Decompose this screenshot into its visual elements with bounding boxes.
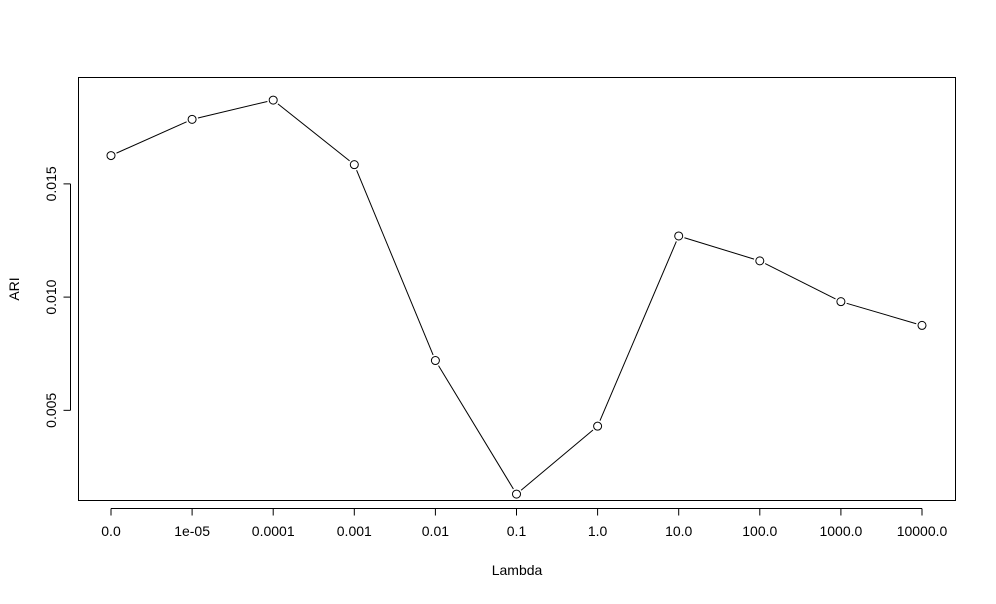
x-tick-label: 0.1 <box>507 523 527 539</box>
y-tick-label: 0.015 <box>43 166 59 201</box>
series-line-segment <box>520 429 594 491</box>
series-line-segment <box>764 263 836 300</box>
x-tick-label: 1e-05 <box>174 523 210 539</box>
x-tick-label: 1.0 <box>588 523 608 539</box>
y-tick-label: 0.010 <box>43 279 59 314</box>
x-tick-label: 0.0001 <box>252 523 295 539</box>
y-axis-label: ARI <box>6 277 22 300</box>
series-layer <box>106 95 927 499</box>
x-tick-label: 1000.0 <box>819 523 862 539</box>
data-point <box>512 489 521 499</box>
data-point <box>187 114 197 124</box>
data-point <box>106 151 116 161</box>
y-axis: 0.005 0.010 0.015 <box>43 166 71 428</box>
x-tick-label: 10000.0 <box>897 523 948 539</box>
series-line-segment <box>356 169 434 356</box>
x-axis-label: Lambda <box>492 562 543 578</box>
x-tick-label: 0.001 <box>337 523 372 539</box>
series-line-segment <box>846 302 917 325</box>
x-tick-label: 0.0 <box>101 523 121 539</box>
y-tick-label: 0.005 <box>43 393 59 428</box>
data-point <box>349 160 359 170</box>
x-tick-label: 100.0 <box>742 523 777 539</box>
data-point <box>674 231 684 241</box>
x-axis: 0.0 1e-05 0.0001 0.001 0.01 0.1 1.0 10.0 100.0 10… <box>101 508 948 539</box>
data-point <box>593 421 603 431</box>
data-point <box>430 356 440 366</box>
data-point <box>755 256 765 266</box>
series-line-segment <box>599 241 677 421</box>
x-tick-label: 0.01 <box>422 523 449 539</box>
x-tick-label: 10.0 <box>665 523 692 539</box>
series-line-segment <box>116 121 187 154</box>
series-line-segment <box>197 100 268 119</box>
plot-frame <box>78 77 956 501</box>
series-line-segment <box>277 103 350 162</box>
series-line-segment <box>684 237 755 260</box>
data-point <box>836 297 846 307</box>
data-point <box>268 95 278 105</box>
data-point <box>917 320 927 330</box>
series-line-segment <box>438 365 514 490</box>
